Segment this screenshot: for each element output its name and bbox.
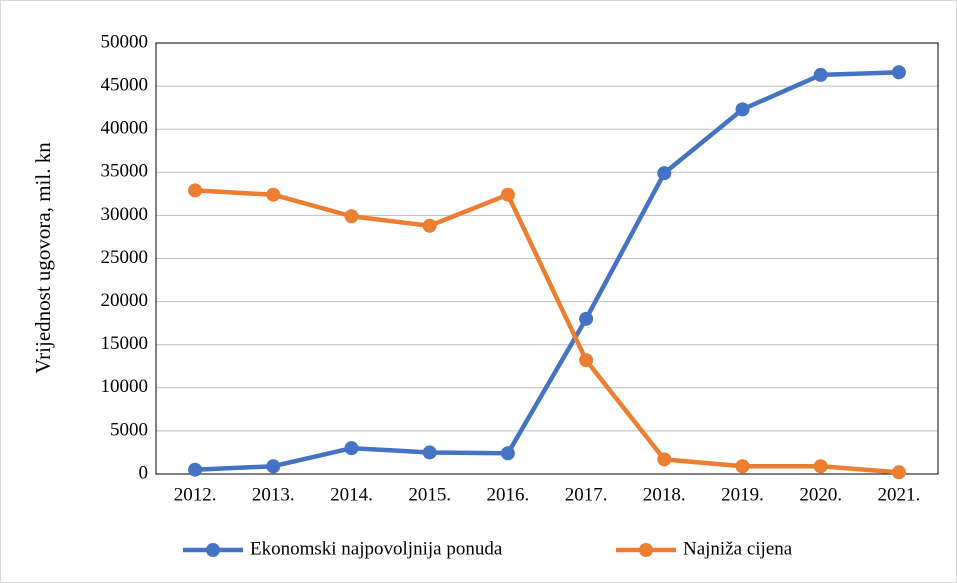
series-line <box>195 70 899 472</box>
x-tick-label: 2012. <box>174 484 217 505</box>
y-axis-label: Vrijednost ugovora, mil. kn <box>31 142 55 374</box>
data-point <box>813 67 828 82</box>
data-point <box>344 209 359 224</box>
y-tick-label: 20000 <box>101 290 149 311</box>
y-tick-label: 25000 <box>101 247 149 268</box>
x-tick-label: 2017. <box>565 484 608 505</box>
y-tick-label: 30000 <box>101 204 149 225</box>
data-point <box>735 459 750 474</box>
y-tick-label: 50000 <box>101 31 149 52</box>
x-tick-label: 2014. <box>330 484 373 505</box>
data-point <box>422 445 437 460</box>
legend-marker <box>639 543 653 557</box>
y-tick-label: 10000 <box>101 376 149 397</box>
y-tick-label: 15000 <box>101 333 149 354</box>
data-point <box>422 218 437 233</box>
data-point <box>813 459 828 474</box>
x-tick-label: 2018. <box>643 484 686 505</box>
legend-marker <box>206 543 220 557</box>
x-tick-label: 2020. <box>799 484 842 505</box>
y-tick-label: 0 <box>139 462 149 483</box>
data-point <box>657 452 672 467</box>
x-tick-label: 2021. <box>878 484 921 505</box>
series-line <box>194 188 900 475</box>
data-point <box>657 166 672 181</box>
x-tick-label: 2016. <box>487 484 530 505</box>
data-point <box>891 65 906 80</box>
legend-label: Najniža cijena <box>683 538 793 559</box>
data-point <box>735 102 750 117</box>
x-tick-label: 2019. <box>721 484 764 505</box>
y-tick-label: 5000 <box>110 419 148 440</box>
data-point <box>188 462 203 477</box>
data-point <box>579 353 594 368</box>
data-point <box>891 465 906 480</box>
data-point <box>188 183 203 198</box>
legend-label: Ekonomski najpovoljnija ponuda <box>250 538 503 559</box>
data-point <box>266 459 281 474</box>
y-tick-label: 40000 <box>101 118 149 139</box>
data-point <box>266 187 281 202</box>
y-tick-label: 45000 <box>101 74 149 95</box>
data-point <box>579 311 594 326</box>
x-tick-label: 2013. <box>252 484 295 505</box>
data-point <box>344 441 359 456</box>
data-point <box>500 187 515 202</box>
y-tick-label: 35000 <box>101 161 149 182</box>
x-tick-label: 2015. <box>408 484 451 505</box>
data-point <box>500 446 515 461</box>
plot-border <box>155 42 939 475</box>
